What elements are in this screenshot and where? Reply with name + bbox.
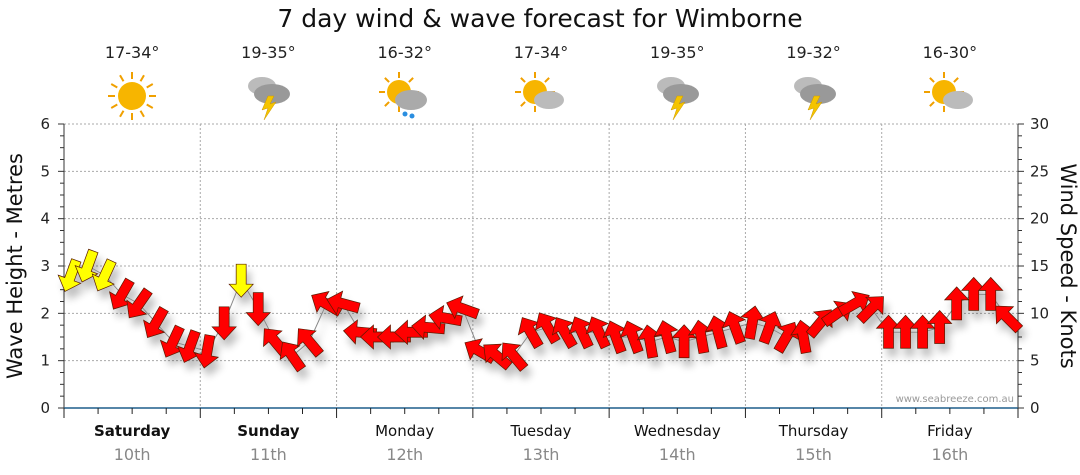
left-tick-label: 1: [40, 352, 50, 370]
left-tick-label: 0: [40, 399, 50, 417]
wind-arrow: [856, 296, 884, 324]
wind-arrow: [501, 342, 529, 372]
day-temperature-range: 16-30°: [922, 43, 978, 62]
wind-arrow: [428, 304, 463, 331]
day-temperature-range: 16-32°: [377, 43, 432, 62]
date-label: 14th: [659, 445, 696, 464]
partly-cloudy-icon: [511, 70, 571, 122]
wind-arrow: [483, 343, 513, 371]
wind-arrow: [446, 295, 480, 320]
wind-arrow: [211, 306, 237, 341]
wind-arrow: [926, 310, 953, 344]
thunderstorm-icon: [238, 70, 298, 122]
wind-arrows: [57, 248, 1024, 373]
wind-arrow: [228, 263, 254, 298]
right-axis-title: Wind Speed - Knots: [1056, 163, 1080, 368]
wind-arrow: [551, 317, 578, 350]
day-temperature-range: 19-35°: [241, 43, 296, 62]
day-label: Wednesday: [634, 422, 721, 440]
day-temperature-range: 17-34°: [104, 43, 160, 62]
date-label: 10th: [114, 445, 151, 464]
date-label: 16th: [931, 445, 968, 464]
day-label: Monday: [375, 422, 434, 440]
right-tick-label: 15: [1030, 257, 1049, 275]
date-label: 13th: [523, 445, 560, 464]
partly-cloudy-icon: [920, 70, 980, 122]
right-tick-label: 0: [1030, 399, 1040, 417]
wind-arrow: [687, 319, 714, 355]
wind-arrow: [126, 287, 153, 319]
right-tick-label: 5: [1030, 352, 1040, 370]
left-tick-label: 2: [40, 304, 50, 322]
left-tick-label: 6: [40, 115, 50, 133]
credit-watermark: www.seabreeze.com.au: [896, 394, 1014, 405]
right-tick-label: 25: [1030, 162, 1049, 180]
day-label: Tuesday: [509, 422, 571, 440]
right-tick-label: 10: [1030, 304, 1049, 322]
date-label: 12th: [386, 445, 423, 464]
wind-arrow: [193, 334, 220, 369]
date-label: 11th: [250, 445, 287, 464]
wind-arrow: [534, 312, 561, 345]
wind-arrow: [91, 258, 117, 292]
partly-cloudy-rain-icon: [375, 70, 435, 122]
wind-arrow: [977, 276, 1004, 311]
wind-arrow: [619, 320, 644, 355]
day-label: Friday: [927, 422, 973, 440]
wind-arrow: [297, 328, 324, 358]
thunderstorm-icon: [784, 70, 844, 122]
wind-arrow: [326, 290, 361, 316]
wind-arrow: [411, 314, 446, 340]
wind-arrow: [57, 258, 82, 292]
date-label: 15th: [795, 445, 832, 464]
wind-arrow: [636, 324, 662, 359]
left-axis-title: Wave Height - Metres: [3, 153, 27, 379]
sunny-icon: [102, 70, 162, 122]
wind-arrow: [143, 305, 169, 338]
day-label: Sunday: [237, 422, 300, 440]
wind-arrow: [245, 292, 272, 327]
day-temperature-range: 17-34°: [513, 43, 569, 62]
wind-arrow: [773, 321, 800, 354]
day-temperature-range: 19-32°: [786, 43, 841, 62]
left-tick-label: 5: [40, 162, 50, 180]
left-tick-label: 3: [40, 257, 50, 275]
right-tick-label: 20: [1030, 210, 1049, 228]
right-tick-label: 30: [1030, 115, 1049, 133]
day-label: Saturday: [94, 422, 171, 440]
day-temperature-range: 19-35°: [650, 43, 705, 62]
axes: 0 1 2 3 4 5 6 0 5 10 15 20 25 30 Saturday 10th Sunday 11t…: [40, 115, 1049, 464]
left-tick-label: 4: [40, 210, 50, 228]
wind-arrow: [943, 286, 970, 321]
wind-arrow: [721, 311, 746, 345]
day-label: Thursday: [778, 422, 849, 440]
wind-arrow: [653, 320, 679, 355]
wind-arrow: [279, 341, 307, 373]
chart-title: 7 day wind & wave forecast for Wimborne: [277, 4, 803, 33]
wind-arrow: [585, 316, 611, 350]
thunderstorm-icon: [647, 70, 707, 122]
wind-arrow: [995, 305, 1024, 334]
